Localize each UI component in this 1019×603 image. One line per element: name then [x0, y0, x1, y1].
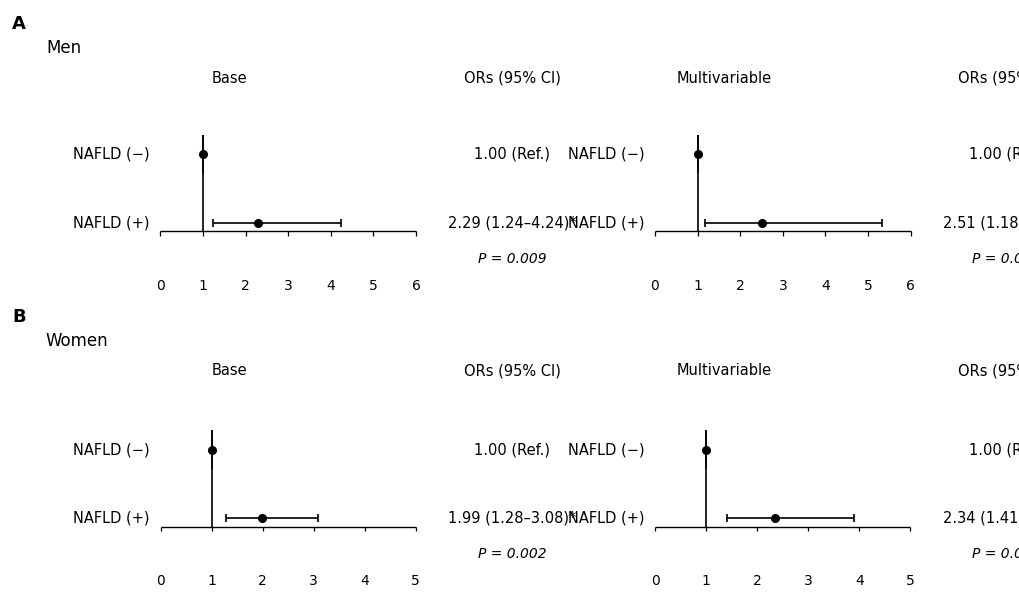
- Text: NAFLD (+): NAFLD (+): [568, 511, 644, 526]
- Text: 1.00 (Ref.): 1.00 (Ref.): [968, 442, 1019, 457]
- Text: P = 0.001: P = 0.001: [971, 547, 1019, 561]
- Text: 1.00 (Ref.): 1.00 (Ref.): [968, 147, 1019, 162]
- Text: Women: Women: [46, 332, 108, 350]
- Text: Base: Base: [212, 71, 247, 86]
- Text: 2.29 (1.24–4.24)*: 2.29 (1.24–4.24)*: [447, 215, 576, 230]
- Text: Multivariable: Multivariable: [676, 364, 771, 378]
- Text: ORs (95% CI): ORs (95% CI): [464, 364, 559, 378]
- Text: NAFLD (+): NAFLD (+): [73, 215, 150, 230]
- Text: 1.99 (1.28–3.08)*: 1.99 (1.28–3.08)*: [447, 511, 576, 526]
- Text: P = 0.009: P = 0.009: [477, 251, 546, 265]
- Text: Base: Base: [212, 364, 247, 378]
- Text: NAFLD (+): NAFLD (+): [568, 215, 644, 230]
- Text: ORs (95% CI): ORs (95% CI): [958, 71, 1019, 86]
- Text: 2.51 (1.18–5.33)*: 2.51 (1.18–5.33)*: [942, 215, 1019, 230]
- Text: NAFLD (+): NAFLD (+): [73, 511, 150, 526]
- Text: ORs (95% CI): ORs (95% CI): [958, 364, 1019, 378]
- Text: P = 0.002: P = 0.002: [477, 547, 546, 561]
- Text: P = 0.017: P = 0.017: [971, 251, 1019, 265]
- Text: NAFLD (−): NAFLD (−): [73, 147, 150, 162]
- Text: NAFLD (−): NAFLD (−): [568, 442, 644, 457]
- Text: NAFLD (−): NAFLD (−): [73, 442, 150, 457]
- Text: ORs (95% CI): ORs (95% CI): [464, 71, 559, 86]
- Text: A: A: [12, 15, 26, 33]
- Text: 1.00 (Ref.): 1.00 (Ref.): [474, 442, 549, 457]
- Text: NAFLD (−): NAFLD (−): [568, 147, 644, 162]
- Text: 2.34 (1.41–3.89)*: 2.34 (1.41–3.89)*: [942, 511, 1019, 526]
- Text: Men: Men: [46, 39, 81, 57]
- Text: 1.00 (Ref.): 1.00 (Ref.): [474, 147, 549, 162]
- Text: Multivariable: Multivariable: [676, 71, 771, 86]
- Text: B: B: [12, 308, 25, 326]
